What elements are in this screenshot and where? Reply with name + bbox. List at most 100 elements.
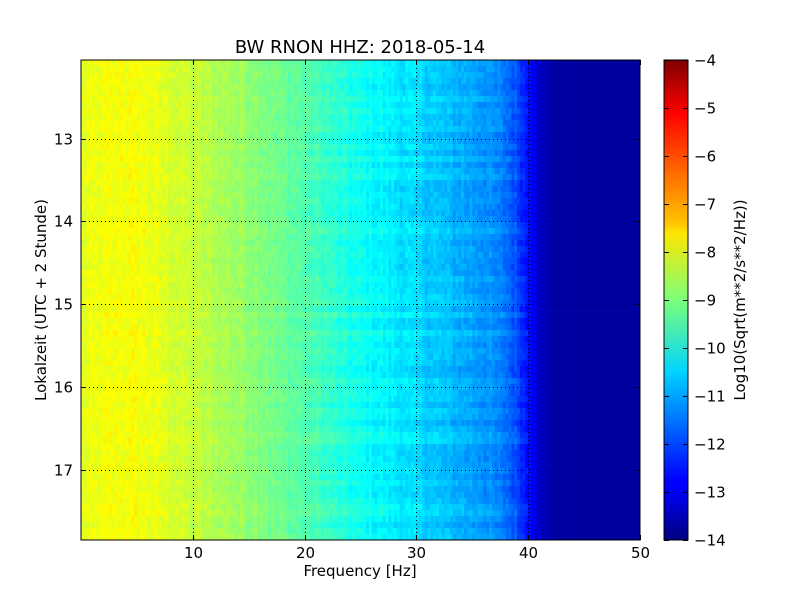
spectrogram-cell	[531, 168, 535, 175]
spectrogram-cell	[371, 168, 376, 175]
spectrogram-cell	[494, 84, 499, 91]
spectrogram-cell	[444, 192, 448, 199]
spectrogram-cell	[598, 162, 602, 169]
spectrogram-cell	[539, 84, 543, 91]
spectrogram-cell	[346, 156, 350, 163]
spectrogram-cell	[190, 132, 194, 139]
spectrogram-cell	[125, 60, 130, 67]
spectrogram-cell	[276, 168, 281, 175]
spectrogram-cell	[265, 156, 269, 163]
spectrogram-cell	[617, 144, 622, 151]
spectrogram-cell	[117, 72, 121, 79]
spectrogram-cell	[556, 204, 560, 211]
spectrogram-cell	[240, 156, 244, 163]
spectrogram-cell	[94, 174, 99, 181]
spectrogram-cell	[595, 72, 599, 79]
spectrogram-cell	[279, 96, 283, 103]
spectrogram-cell	[282, 168, 286, 175]
spectrogram-cell	[558, 198, 563, 205]
spectrogram-cell	[584, 114, 588, 121]
spectrogram-cell	[120, 90, 124, 97]
spectrogram-cell	[508, 204, 513, 211]
spectrogram-cell	[268, 126, 272, 133]
spectrogram-cell	[173, 132, 177, 139]
spectrogram-cell	[136, 186, 141, 193]
spectrogram-cell	[469, 162, 473, 169]
spectrogram-cell	[408, 186, 412, 193]
spectrogram-cell	[181, 204, 186, 211]
spectrogram-cell	[329, 186, 334, 193]
spectrogram-cell	[349, 198, 353, 205]
spectrogram-cell	[299, 60, 303, 67]
spectrogram-cell	[558, 174, 563, 181]
spectrogram-cell	[623, 114, 627, 121]
spectrogram-cell	[486, 180, 490, 187]
spectrogram-cell	[631, 138, 636, 145]
spectrogram-cell	[318, 204, 322, 211]
spectrogram-cell	[441, 120, 445, 127]
spectrogram-cell	[494, 174, 499, 181]
spectrogram-cell	[262, 90, 267, 97]
spectrogram-cell	[380, 90, 384, 97]
spectrogram-cell	[251, 84, 255, 91]
spectrogram-cell	[83, 102, 88, 109]
spectrogram-cell	[505, 180, 510, 187]
spectrogram-cell	[268, 108, 272, 115]
spectrogram-cell	[332, 66, 336, 73]
spectrogram-cell	[346, 78, 350, 85]
spectrogram-cell	[150, 84, 155, 91]
spectrogram-cell	[167, 180, 172, 187]
spectrogram-cell	[206, 192, 211, 199]
spectrogram-cell	[346, 138, 350, 145]
spectrogram-cell	[111, 126, 116, 133]
spectrogram-cell	[447, 198, 451, 205]
spectrogram-cell	[195, 108, 199, 115]
spectrogram-cell	[480, 180, 485, 187]
spectrogram-cell	[567, 174, 571, 181]
spectrogram-cell	[366, 186, 370, 193]
spectrogram-cell	[612, 72, 616, 79]
spectrogram-cell	[245, 72, 250, 79]
spectrogram-cell	[184, 186, 188, 193]
spectrogram-cell	[187, 72, 191, 79]
spectrogram-cell	[461, 102, 465, 109]
spectrogram-cell	[584, 198, 588, 205]
spectrogram-cell	[603, 168, 608, 175]
spectrogram-cell	[243, 102, 247, 109]
spectrogram-cell	[503, 168, 507, 175]
spectrogram-cell	[360, 138, 364, 145]
spectrogram-cell	[503, 72, 507, 79]
spectrogram-cell	[620, 144, 624, 151]
spectrogram-cell	[578, 180, 582, 187]
spectrogram-cell	[433, 198, 437, 205]
spectrogram-cell	[324, 72, 328, 79]
spectrogram-cell	[223, 180, 227, 187]
spectrogram-cell	[360, 174, 364, 181]
spectrogram-cell	[312, 120, 317, 127]
spectrogram-cell	[162, 96, 166, 103]
spectrogram-cell	[103, 162, 107, 169]
spectrogram-cell	[623, 186, 627, 193]
spectrogram-cell	[321, 174, 325, 181]
spectrogram-cell	[293, 72, 297, 79]
spectrogram-cell	[380, 96, 384, 103]
spectrogram-cell	[505, 144, 510, 151]
spectrogram-cell	[190, 204, 194, 211]
spectrogram-cell	[148, 72, 152, 79]
spectrogram-cell	[282, 96, 286, 103]
spectrogram-cell	[352, 66, 356, 73]
spectrogram-cell	[81, 132, 85, 139]
spectrogram-cell	[558, 96, 563, 103]
spectrogram-cell	[405, 138, 409, 145]
spectrogram-cell	[550, 162, 554, 169]
spectrogram-cell	[581, 192, 585, 199]
spectrogram-cell	[556, 180, 560, 187]
spectrogram-cell	[595, 180, 599, 187]
spectrogram-cell	[427, 180, 431, 187]
spectrogram-cell	[262, 156, 267, 163]
spectrogram-cell	[486, 186, 490, 193]
spectrogram-cell	[145, 162, 149, 169]
spectrogram-cell	[561, 120, 566, 127]
spectrogram-cell	[449, 96, 454, 103]
spectrogram-cell	[136, 204, 141, 211]
